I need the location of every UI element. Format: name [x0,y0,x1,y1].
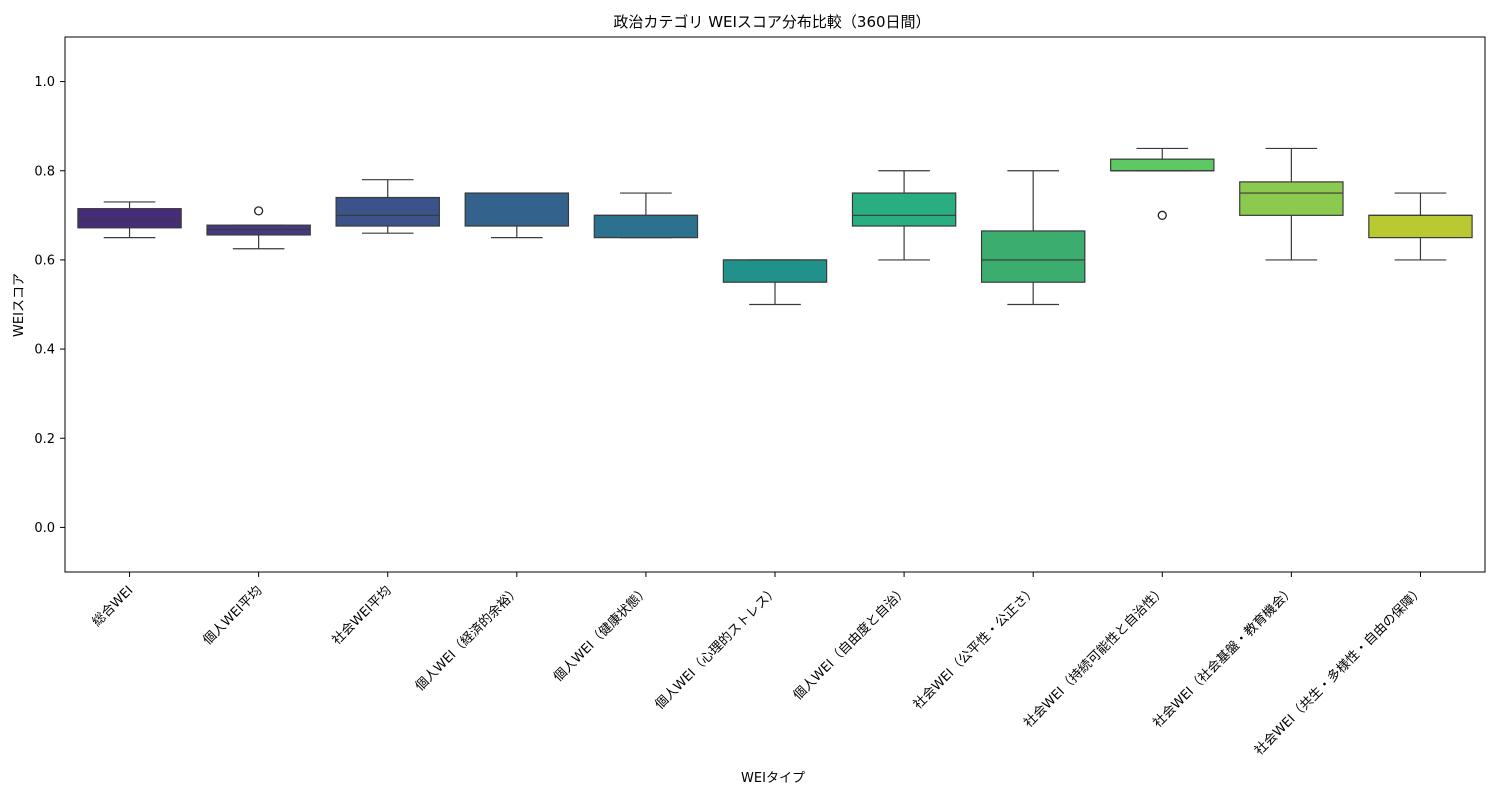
x-tick-label: 個人WEI（健康状態） [550,583,652,685]
x-tick-label: 社会WEI（持続可能性と自治性） [1021,583,1169,731]
box-group [722,259,828,306]
y-axis: 0.0 0.2 0.4 0.6 0.8 1.0 [34,75,65,536]
box-group [335,179,440,234]
y-tick-label: 0.0 [34,521,55,536]
x-tick-label: 総合WEI [90,583,137,630]
x-tick-label: 社会WEI（社会基盤・教育機会） [1150,583,1298,731]
outlier-point [253,206,264,216]
box-group [1239,147,1344,261]
y-tick-label: 0.4 [34,343,55,358]
x-axis-label: WEIタイプ [741,771,805,786]
box [464,192,570,227]
box [335,196,440,227]
box [980,230,1086,283]
box-group [851,170,957,261]
box-group [77,201,182,239]
x-tick-label: 個人WEI平均 [200,583,265,648]
box [1368,214,1473,239]
x-tick-label: 社会WEI平均 [329,583,395,649]
box [593,214,699,239]
box [77,208,182,229]
chart-title: 政治カテゴリ WEIスコア分布比較（360日間） [613,13,930,31]
y-axis-label: WEIスコア [12,273,27,337]
y-tick-label: 0.8 [34,164,55,179]
box [722,259,828,283]
box-group [1110,147,1215,220]
x-tick-label: 社会WEI（公平性・公正さ） [910,583,1040,713]
plot-area [77,147,1473,306]
box-group [1368,192,1473,261]
x-axis: 総合WEI 個人WEI平均 社会WEI平均 個人WEI（経済的余裕） 個人WEI（健康状… [90,572,1427,759]
box [1110,158,1215,172]
x-tick-label: 個人WEI（自由度と自治） [790,583,911,704]
y-tick-label: 0.2 [34,432,55,447]
box-group [980,170,1086,306]
box-group [206,206,311,250]
y-tick-label: 1.0 [34,75,55,90]
outlier-point [1157,210,1167,220]
box-group [593,192,699,239]
box [851,192,957,227]
x-tick-label: 個人WEI（心理的ストレス） [652,583,782,713]
box-group [464,192,570,239]
y-tick-label: 0.6 [34,253,55,268]
box [1239,181,1344,216]
x-tick-label: 個人WEI（経済的余裕） [412,583,524,695]
